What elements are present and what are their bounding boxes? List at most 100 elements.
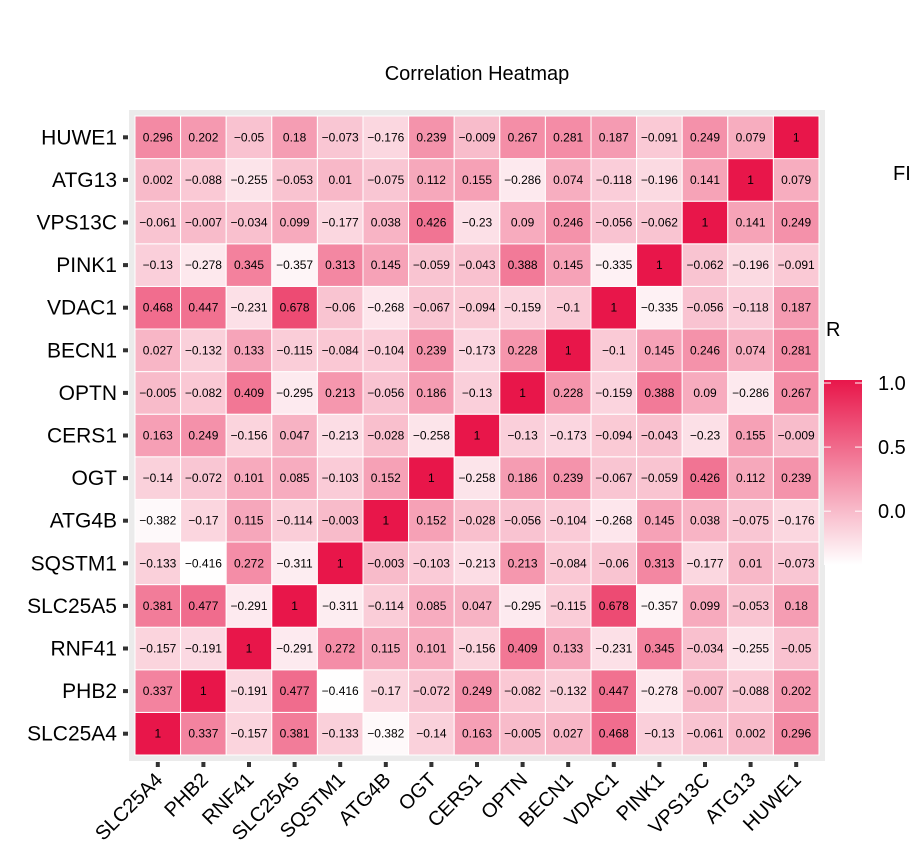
heatmap-cell	[134, 115, 182, 160]
cell-value-label: −0.088	[732, 684, 769, 698]
cell-value-label: 0.18	[785, 599, 809, 613]
heatmap-cell	[134, 498, 182, 543]
heatmap-cell	[180, 456, 227, 500]
heatmap-cell	[134, 413, 182, 458]
y-tick-label: BECN1	[47, 339, 117, 362]
heatmap-cell	[362, 456, 410, 500]
y-tick-label: PINK1	[56, 254, 117, 277]
cell-value-label: 0.09	[693, 386, 717, 400]
heatmap-cell	[453, 669, 501, 713]
heatmap-cell	[636, 371, 683, 415]
cell-value-label: 0.249	[781, 216, 811, 230]
heatmap-cell	[408, 200, 455, 245]
cell-value-label: 0.186	[416, 386, 446, 400]
cell-value-label: 1	[519, 386, 526, 400]
heatmap-cell	[499, 413, 546, 458]
cell-value-label: −0.06	[325, 301, 356, 315]
cell-value-label: 0.038	[690, 514, 720, 528]
heatmap-cell	[499, 200, 546, 245]
heatmap-cell	[772, 115, 820, 160]
heatmap-cell	[316, 498, 364, 543]
cell-value-label: −0.196	[641, 173, 678, 187]
chart-title: Correlation Heatmap	[385, 63, 570, 85]
cell-value-label: 0.345	[644, 642, 674, 656]
cell-value-label: 0.145	[371, 258, 401, 272]
cell-value-label: 0.202	[781, 684, 811, 698]
y-tick-label: CERS1	[47, 425, 117, 448]
heatmap-cells: 10.337−0.1570.381−0.133−0.382−0.140.163−…	[134, 115, 820, 756]
heatmap-cell	[499, 158, 546, 202]
cell-value-label: 0.085	[416, 599, 446, 613]
cell-value-label: −0.311	[322, 599, 358, 613]
cell-value-label: −0.094	[458, 301, 495, 315]
heatmap-cell	[772, 626, 820, 671]
heatmap-cell	[544, 115, 592, 160]
heatmap-cell	[180, 115, 227, 160]
cell-value-label: −0.23	[690, 429, 721, 443]
cell-value-label: −0.17	[371, 684, 402, 698]
cell-value-label: −0.278	[185, 258, 222, 272]
heatmap-cell	[681, 541, 729, 586]
heatmap-cell	[316, 456, 364, 500]
heatmap-cell	[408, 711, 455, 756]
cell-value-label: 0.141	[690, 173, 720, 187]
heatmap-cell	[681, 158, 729, 202]
heatmap-cell	[225, 541, 273, 586]
cell-value-label: −0.156	[458, 642, 495, 656]
heatmap-cell	[362, 541, 410, 586]
y-tick-mark	[123, 646, 128, 651]
heatmap-cell	[271, 626, 318, 671]
cell-value-label: −0.115	[550, 599, 586, 613]
y-tick-label: OPTN	[59, 382, 117, 405]
cell-value-label: −0.072	[185, 471, 222, 485]
cell-value-label: 0.447	[188, 301, 218, 315]
heatmap-cell	[453, 584, 501, 628]
heatmap-cell	[590, 158, 638, 202]
heatmap-cell	[727, 584, 774, 628]
cell-value-label: 1	[291, 599, 298, 613]
cell-value-label: −0.084	[322, 343, 359, 357]
cell-value-label: −0.159	[595, 386, 632, 400]
cell-value-label: −0.278	[641, 684, 678, 698]
heatmap-cell	[453, 328, 501, 373]
heatmap-cell	[271, 243, 318, 287]
cell-value-label: −0.132	[550, 684, 587, 698]
cell-value-label: 1	[793, 130, 800, 144]
cell-value-label: 1	[747, 173, 754, 187]
cell-value-label: 1	[702, 216, 709, 230]
cell-value-label: 0.152	[371, 471, 401, 485]
heatmap-cell	[772, 328, 820, 373]
cell-value-label: 0.002	[736, 727, 766, 741]
heatmap-cell	[772, 541, 820, 586]
heatmap-cell	[499, 669, 546, 713]
heatmap-cell	[362, 498, 410, 543]
cell-value-label: 0.409	[234, 386, 264, 400]
heatmap-cell	[180, 158, 227, 202]
heatmap-cell	[408, 626, 455, 671]
cell-value-label: −0.103	[322, 471, 359, 485]
cell-value-label: 0.246	[690, 343, 720, 357]
heatmap-cell	[316, 711, 364, 756]
cell-value-label: −0.176	[367, 130, 404, 144]
heatmap-cell	[408, 328, 455, 373]
heatmap-cell	[362, 285, 410, 330]
cell-value-label: −0.416	[322, 684, 359, 698]
cell-value-label: −0.213	[322, 429, 359, 443]
x-tick-mark	[657, 762, 662, 767]
heatmap-cell	[271, 669, 318, 713]
heatmap-cell	[180, 669, 227, 713]
heatmap-cell	[316, 669, 364, 713]
cell-value-label: −0.007	[185, 216, 222, 230]
legend-tick-label: 1.0	[878, 373, 906, 395]
x-tick-mark	[383, 762, 388, 767]
cell-value-label: −0.291	[276, 642, 313, 656]
cell-value-label: −0.286	[732, 386, 769, 400]
heatmap-cell	[544, 541, 592, 586]
cell-value-label: 0.074	[736, 343, 766, 357]
cell-value-label: −0.05	[234, 130, 265, 144]
y-tick-label: ATG13	[52, 169, 117, 192]
cell-value-label: −0.05	[781, 642, 812, 656]
cell-value-label: −0.335	[595, 258, 632, 272]
cell-value-label: −0.157	[230, 727, 267, 741]
